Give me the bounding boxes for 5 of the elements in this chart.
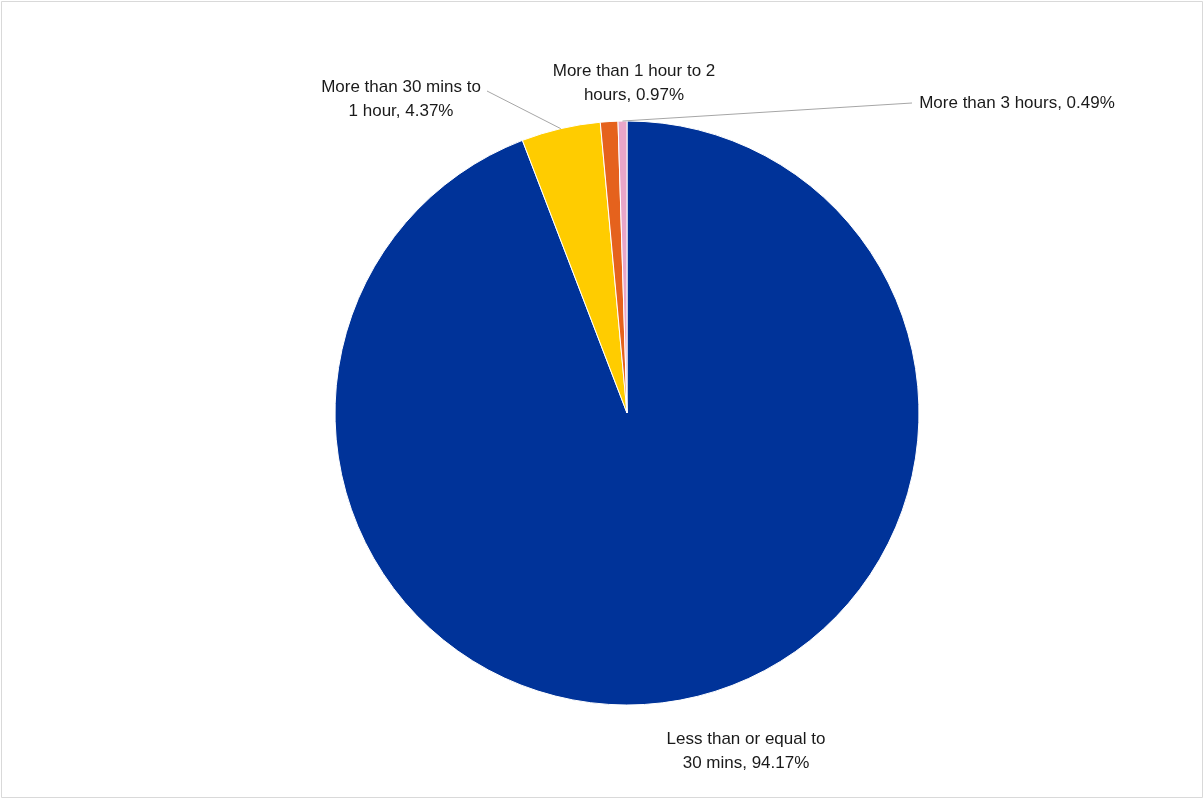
pie-slice <box>334 120 920 706</box>
slice-label: More than 30 mins to 1 hour, 4.37% <box>321 77 481 120</box>
slice-label: Less than or equal to 30 mins, 94.17% <box>666 729 826 772</box>
slice-label: More than 1 hour to 2 hours, 0.97% <box>552 61 716 104</box>
slice-label: More than 3 hours, 0.49% <box>919 93 1115 112</box>
